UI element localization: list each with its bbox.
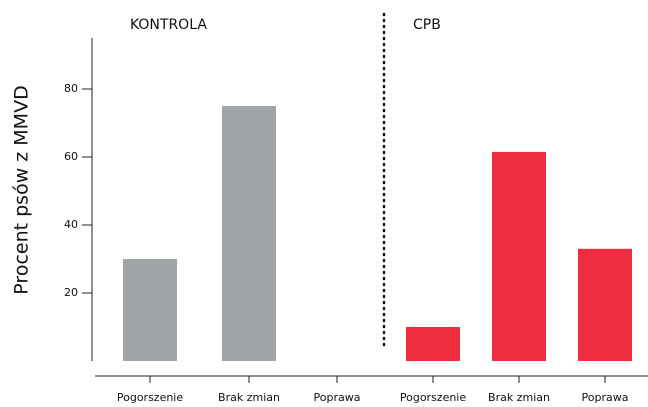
y-tick-label: 60 [64, 150, 78, 163]
x-tick-label: Poprawa [582, 391, 629, 404]
y-tick-label: 80 [64, 82, 78, 95]
group-label: KONTROLA [130, 17, 207, 33]
bar [406, 327, 460, 361]
x-tick-label: Brak zmian [488, 391, 550, 404]
group-label: CPB [413, 17, 441, 33]
x-tick-label: Pogorszenie [117, 391, 184, 404]
x-tick-label: Brak zmian [218, 391, 280, 404]
bar [492, 151, 546, 361]
y-axis-label: Procent psów z MMVD [11, 85, 33, 294]
y-tick-label: 20 [64, 286, 78, 299]
bar [123, 259, 177, 361]
bar [222, 106, 276, 361]
y-tick-label: 40 [64, 218, 78, 231]
x-tick-label: Pogorszenie [400, 391, 467, 404]
x-tick-label: Poprawa [314, 391, 361, 404]
bar [578, 248, 632, 361]
